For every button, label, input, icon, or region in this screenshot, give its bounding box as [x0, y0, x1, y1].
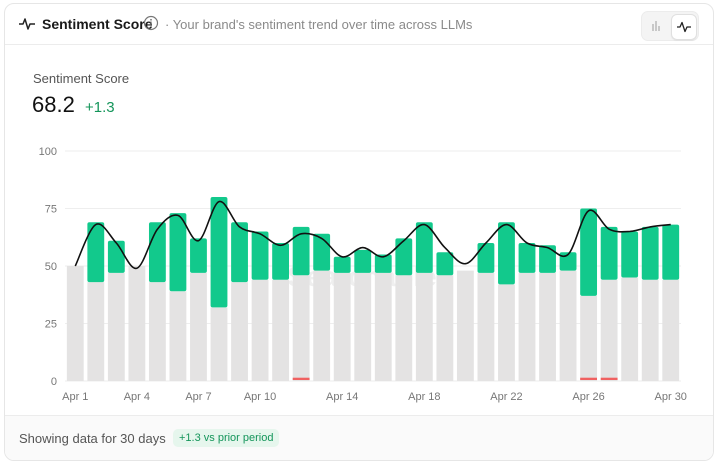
positive-bar [313, 233, 331, 271]
positive-bar [580, 208, 598, 296]
base-bar [580, 295, 598, 381]
metric-delta: +1.3 [85, 99, 115, 116]
base-bar [66, 266, 84, 381]
positive-bar [272, 243, 290, 280]
base-bar [210, 307, 228, 381]
bar-chart-icon [652, 21, 660, 31]
x-tick-label: Apr 22 [490, 391, 522, 403]
base-bar [559, 270, 577, 381]
positive-bar [87, 222, 105, 283]
positive-bar [148, 222, 166, 283]
positive-bar [518, 243, 536, 273]
card-footer: Showing data for 30 days +1.3 vs prior p… [5, 415, 713, 460]
x-tick-label: Apr 26 [572, 391, 604, 403]
base-bar [313, 270, 331, 381]
base-bar [436, 275, 454, 381]
positive-bar [333, 256, 351, 273]
base-bar [600, 279, 618, 381]
positive-bar [190, 238, 207, 273]
base-bar [415, 272, 433, 381]
positive-bar [621, 231, 639, 278]
positive-bar [600, 226, 618, 280]
positive-bar [292, 226, 310, 276]
negative-bar [580, 377, 598, 380]
positive-bar [251, 231, 269, 280]
base-bar [292, 275, 310, 381]
base-bar [374, 272, 392, 381]
y-tick-label: 0 [51, 376, 57, 388]
x-tick-label: Apr 10 [244, 391, 276, 403]
base-bar [456, 270, 474, 381]
positive-bar [210, 197, 228, 308]
x-tick-label: Apr 7 [185, 391, 211, 403]
footer-text: Showing data for 30 days [19, 431, 166, 446]
info-icon[interactable] [143, 15, 159, 31]
positive-bar [231, 222, 248, 283]
base-bar [231, 282, 248, 381]
card-title: Sentiment Score [42, 16, 153, 32]
positive-bar [498, 222, 515, 285]
x-tick-label: Apr 14 [326, 391, 358, 403]
sentiment-card: Sentiment Score · Your brand's sentiment… [4, 3, 714, 461]
base-bar [128, 266, 146, 381]
pulse-icon [677, 21, 691, 33]
metric-value: 68.2 [32, 92, 75, 117]
positive-bar [107, 240, 125, 273]
x-tick-label: Apr 1 [62, 391, 88, 403]
x-tick-label: Apr 30 [655, 391, 687, 403]
base-bar [169, 291, 187, 381]
x-tick-label: Apr 18 [408, 391, 440, 403]
card-header: Sentiment Score · Your brand's sentiment… [5, 4, 713, 45]
base-bar [662, 279, 680, 381]
positive-bar [415, 222, 433, 273]
base-bar [272, 279, 290, 381]
base-bar [477, 272, 495, 381]
negative-bar [292, 377, 310, 380]
positive-bar [169, 213, 187, 292]
positive-bar [374, 254, 392, 273]
card-subtitle: · Your brand's sentiment trend over time… [165, 17, 473, 32]
line-chart-toggle-button[interactable] [671, 14, 697, 40]
base-bar [190, 272, 207, 381]
chart-type-toggle [641, 11, 699, 41]
base-bar [354, 272, 372, 381]
base-bar [641, 279, 659, 381]
y-tick-label: 50 [45, 261, 57, 273]
base-bar [518, 272, 536, 381]
base-bar [539, 272, 556, 381]
pulse-icon [19, 18, 35, 30]
y-tick-label: 25 [45, 319, 57, 331]
positive-bar [539, 245, 556, 273]
negative-bar [600, 377, 618, 380]
positive-bar [354, 249, 372, 273]
base-bar [621, 277, 639, 381]
base-bar [251, 279, 269, 381]
positive-bar [436, 252, 454, 276]
base-bar [148, 282, 166, 381]
base-bar [395, 275, 413, 381]
metric-label: Sentiment Score [33, 71, 130, 86]
base-bar [107, 272, 125, 381]
positive-bar [641, 226, 659, 280]
base-bar [333, 272, 351, 381]
x-tick-label: Apr 4 [124, 391, 150, 403]
y-tick-label: 100 [39, 146, 57, 158]
comparison-badge: +1.3 vs prior period [173, 429, 280, 447]
base-bar [498, 284, 515, 381]
trend-line [74, 200, 671, 270]
positive-bar [477, 243, 495, 273]
y-tick-label: 75 [45, 204, 57, 216]
base-bar [87, 282, 105, 381]
positive-bar [395, 238, 413, 276]
bar-chart-toggle-button[interactable] [644, 14, 668, 38]
positive-bar [662, 224, 680, 280]
